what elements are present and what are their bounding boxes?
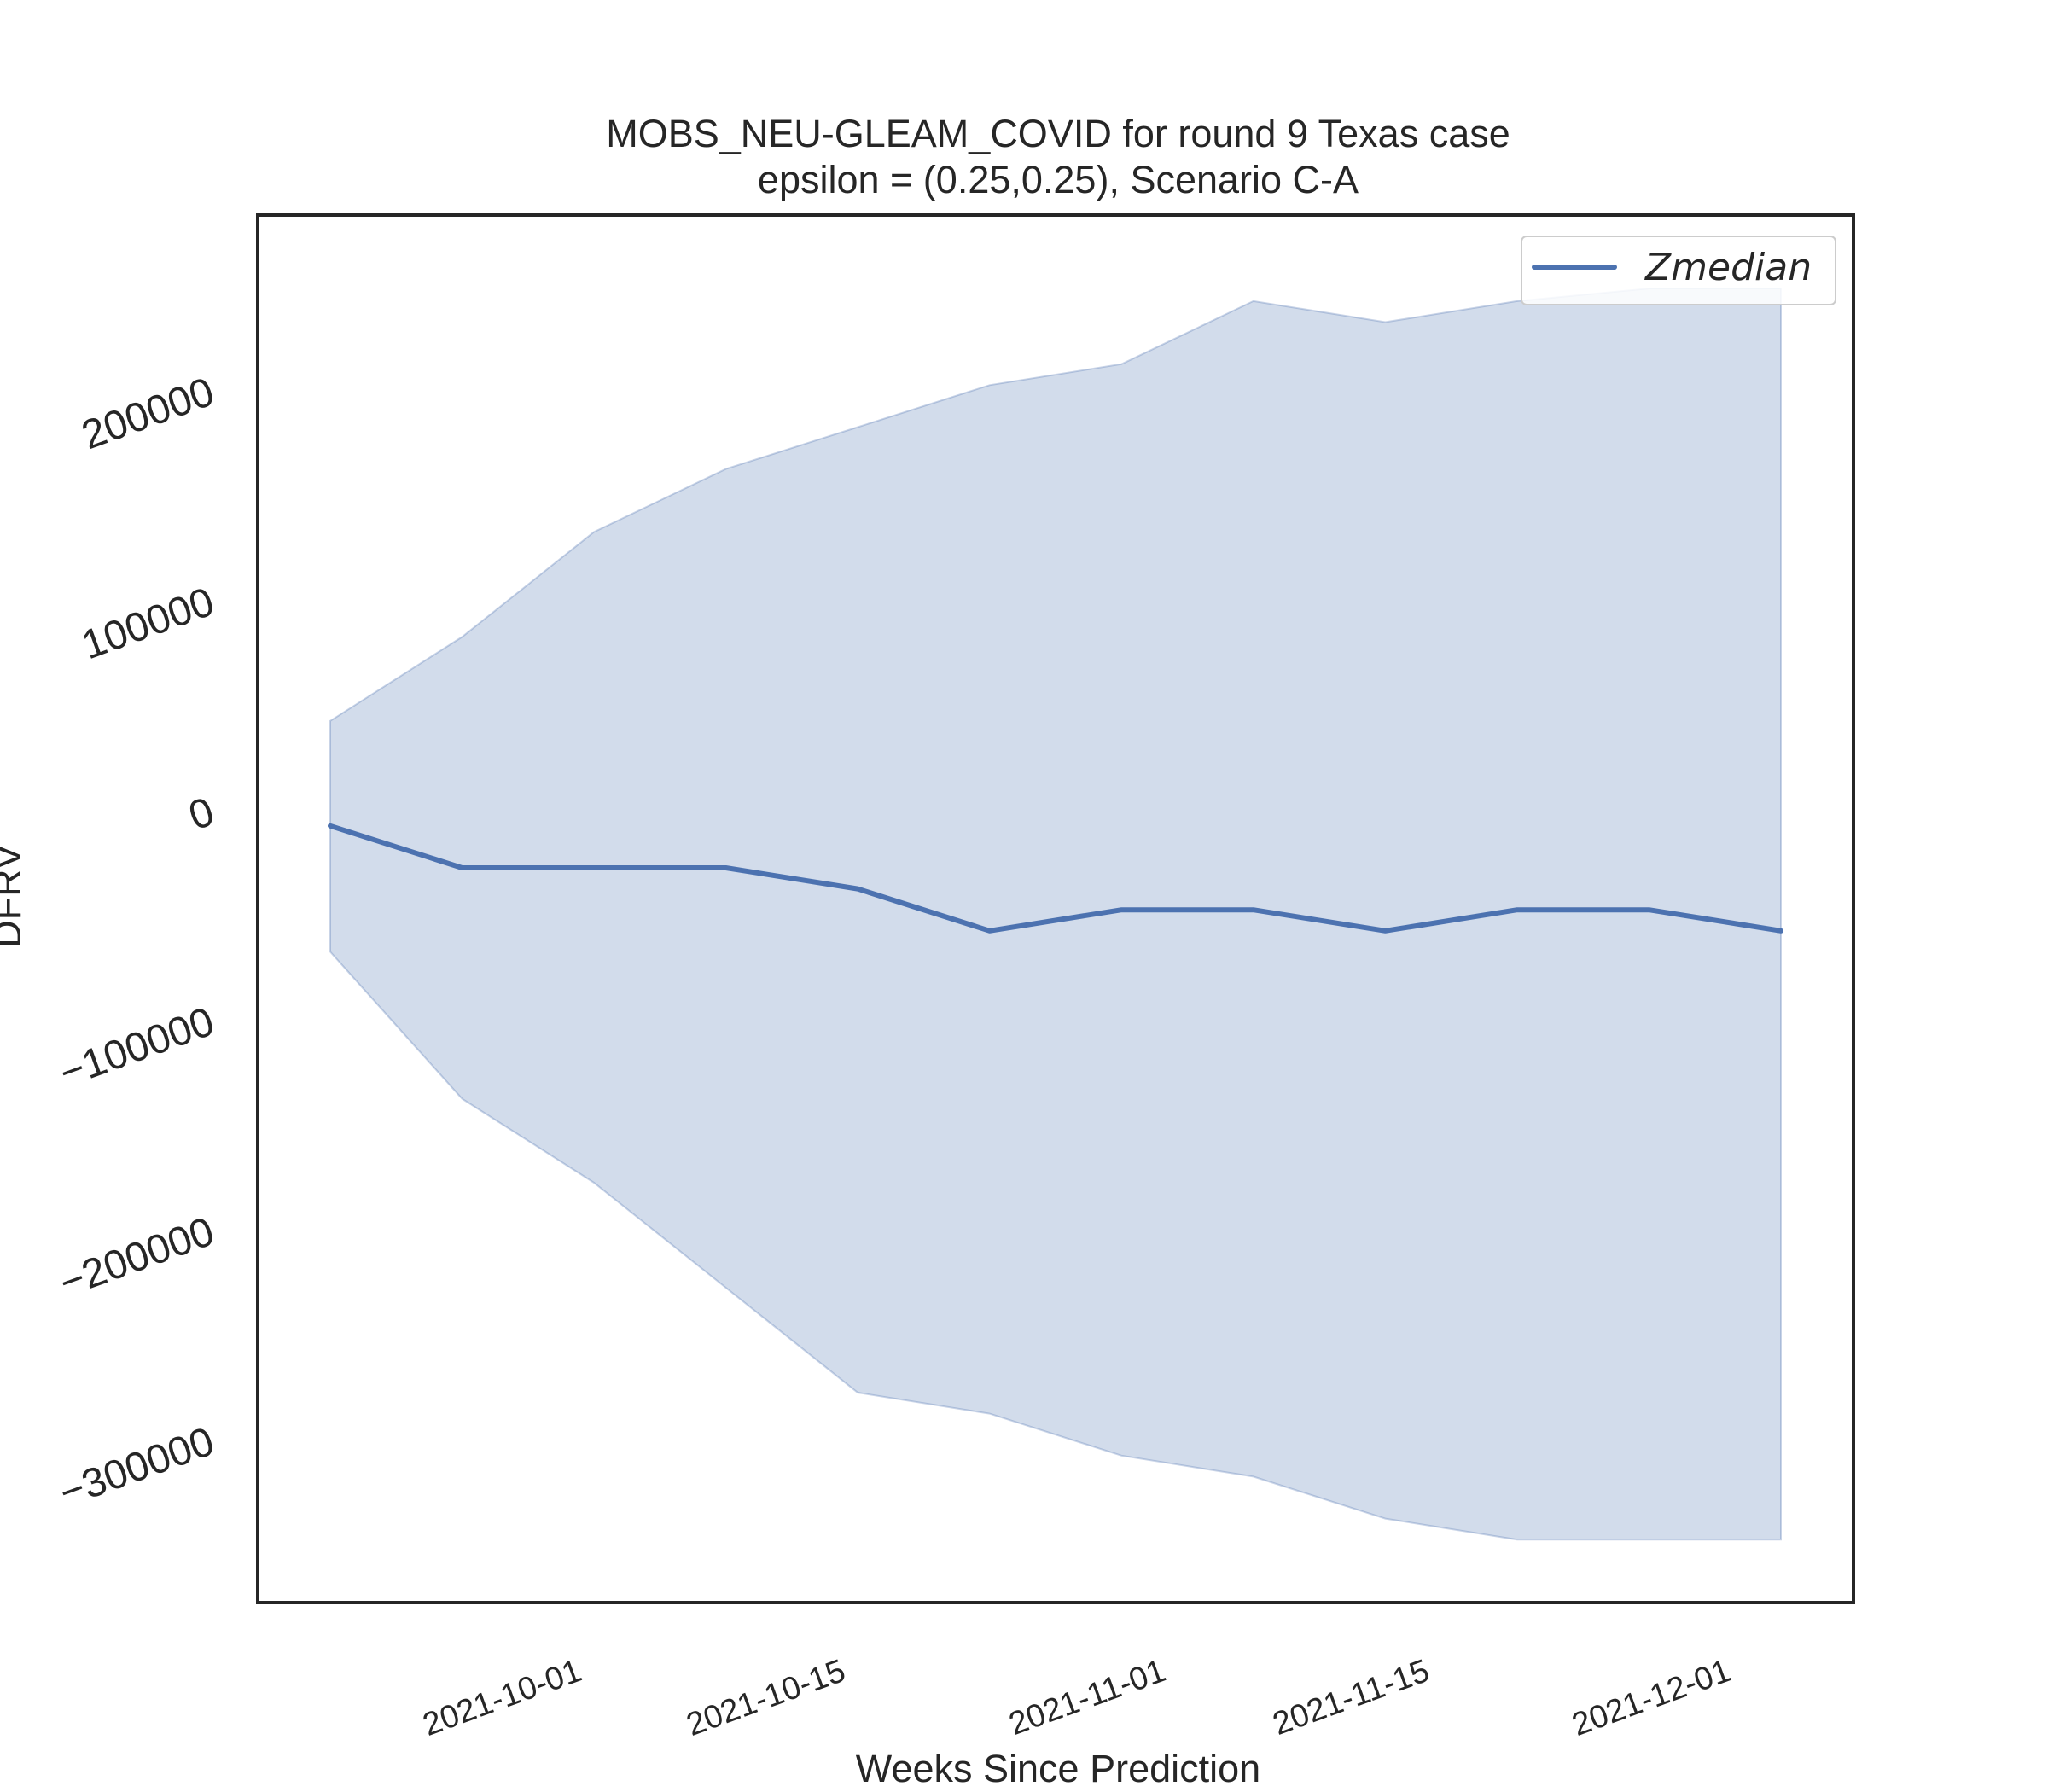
legend-label: Zmedian	[1644, 246, 1812, 289]
plot-area	[328, 288, 1783, 1541]
chart-subtitle: epsilon = (0.25,0.25), Scenario C-A	[758, 158, 1359, 201]
series-line-zmedian	[328, 823, 1783, 934]
legend-box	[1521, 236, 1836, 305]
y-axis-label: DFRV	[0, 844, 29, 948]
legend: Zmedian	[1521, 236, 1836, 305]
chart-title: MOBS_NEU-GLEAM_COVID for round 9 Texas c…	[606, 112, 1510, 155]
confidence-band	[329, 288, 1782, 1541]
plot-frame	[256, 213, 1855, 1604]
x-axis-label: Weeks Since Prediction	[856, 1747, 1260, 1790]
